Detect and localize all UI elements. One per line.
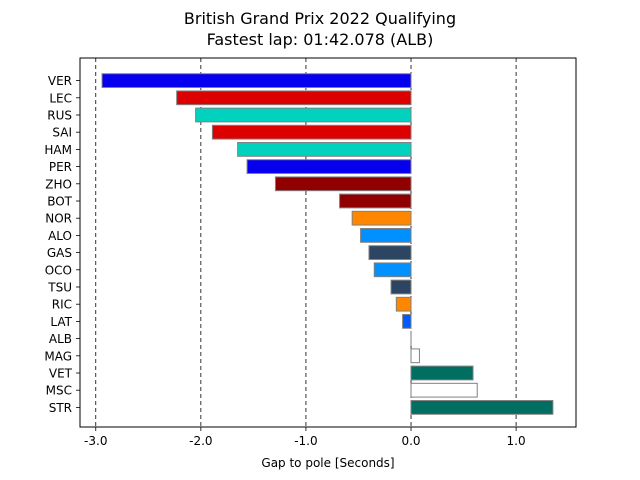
bar-tsu <box>390 279 412 295</box>
x-tick-label: -1.0 <box>294 434 317 448</box>
y-tick-label: RUS <box>47 109 72 123</box>
bar-mag <box>410 348 420 364</box>
y-tick-label: VET <box>49 367 73 381</box>
bar-ver <box>101 73 412 88</box>
y-tick-label: MAG <box>44 349 72 363</box>
bar-gas <box>368 245 412 260</box>
bar-vet <box>410 365 474 381</box>
bar-nor <box>351 210 412 226</box>
x-tick-label: -2.0 <box>189 434 212 448</box>
x-tick-label: -3.0 <box>84 434 107 448</box>
y-tick-label: LEC <box>49 91 72 105</box>
y-tick-label: PER <box>49 160 72 174</box>
y-tick-label: ZHO <box>45 177 72 191</box>
bar-ric <box>395 296 412 312</box>
y-tick-label: TSU <box>47 281 72 295</box>
y-tick-label: GAS <box>47 246 72 260</box>
x-tick-label: 0.0 <box>401 434 420 448</box>
x-axis: -3.0 -2.0 -1.0 0.0 1.0 <box>84 427 526 448</box>
y-tick-label: MSC <box>46 384 72 398</box>
y-tick-label: ALB <box>49 332 72 346</box>
bar-zho <box>274 176 412 192</box>
plot-frame <box>79 57 577 428</box>
bar-msc <box>410 382 478 398</box>
chart-subtitle: Fastest lap: 01:42.078 (ALB) <box>207 30 434 49</box>
bar-bot <box>339 193 412 209</box>
x-axis-label: Gap to pole [Seconds] <box>261 456 394 470</box>
bar-ham <box>237 142 412 157</box>
x-tick-label: 1.0 <box>507 434 526 448</box>
bar-rus <box>195 107 412 123</box>
bar-alo <box>360 228 412 243</box>
y-tick-label: HAM <box>44 143 72 157</box>
bar-str <box>410 400 554 415</box>
bar-lat <box>402 314 412 329</box>
y-tick-label: OCO <box>45 263 72 277</box>
bar-oco <box>373 262 412 278</box>
y-tick-label: RIC <box>52 298 72 312</box>
chart-title: British Grand Prix 2022 Qualifying <box>184 9 456 28</box>
y-tick-label: SAI <box>52 126 72 140</box>
bars <box>101 73 554 415</box>
y-tick-label: LAT <box>50 315 72 329</box>
y-tick-label: BOT <box>47 195 72 209</box>
bar-sai <box>211 124 412 140</box>
y-tick-label: VER <box>48 74 72 88</box>
y-tick-label: NOR <box>45 212 72 226</box>
y-tick-label: STR <box>49 401 72 415</box>
bar-per <box>246 159 412 174</box>
y-tick-label: ALO <box>48 229 72 243</box>
bar-lec <box>176 90 412 106</box>
y-axis: VER LEC RUS SAI HAM PER ZHO BOT NOR ALO GAS OCO TSU R… <box>44 74 80 415</box>
